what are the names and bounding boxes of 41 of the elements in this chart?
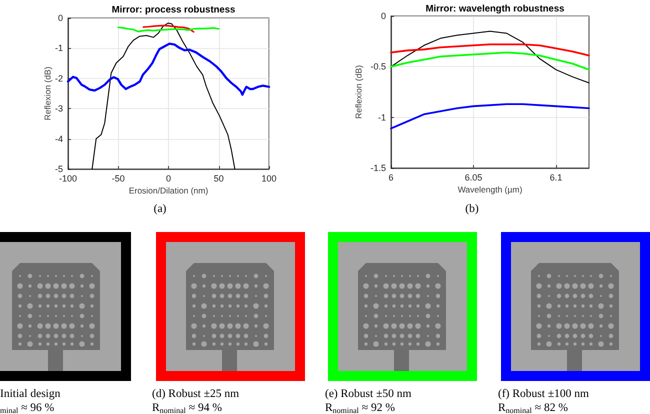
y-tick-label: -5 xyxy=(54,164,63,174)
line-series xyxy=(390,43,590,56)
x-tick-label: 6 xyxy=(388,172,394,182)
line-series xyxy=(390,103,590,130)
y-tick-label: -0.5 xyxy=(370,62,386,72)
y-tick-label: -4 xyxy=(54,134,63,144)
x-axis-title: Wavelength (µm) xyxy=(458,184,522,194)
x-tick-label: 6.05 xyxy=(464,172,482,182)
text: (d) Robust ±25 nm xyxy=(152,387,240,401)
text: R$_{nominal}$ ≈ 92 % xyxy=(325,401,395,414)
y-tick-label: 0 xyxy=(58,13,63,23)
y-tick-label: -1 xyxy=(378,112,386,122)
x-tick-label: 100 xyxy=(261,174,277,184)
text: Initial design xyxy=(0,387,60,401)
text: R$_{nominal}$ ≈ 82 % xyxy=(498,401,568,414)
y-tick-label: 0 xyxy=(380,11,386,21)
line-series xyxy=(390,30,590,84)
text: (b) xyxy=(465,203,479,215)
line-series xyxy=(390,52,590,71)
chart-title: Mirror: wavelength robustness xyxy=(426,4,564,14)
text: (f) Robust ±100 nm xyxy=(498,387,589,401)
text: (e) Robust ±50 nm xyxy=(325,387,412,401)
chart-title: Mirror: process robustness xyxy=(112,4,236,16)
line-series xyxy=(142,24,194,33)
x-tick-label: 50 xyxy=(214,174,224,184)
text: $_{minal}$ ≈ 96 % xyxy=(0,401,54,414)
x-tick-label: 0 xyxy=(166,174,172,184)
line-series xyxy=(92,22,236,170)
text: (a) xyxy=(154,203,167,215)
text: R$_{nominal}$ ≈ 94 % xyxy=(152,401,222,414)
x-tick-label: -50 xyxy=(112,174,125,184)
x-tick-label: 6.1 xyxy=(550,172,562,182)
x-axis-title: Erosion/Dilation (nm) xyxy=(128,186,208,196)
y-axis-title: Reflexion (dB) xyxy=(354,64,364,119)
y-tick-label: -1.5 xyxy=(370,163,386,173)
y-tick-label: -1 xyxy=(54,43,63,54)
y-tick-label: -2 xyxy=(54,73,63,84)
y-axis-title: Reflexion (dB) xyxy=(42,66,52,120)
line-series xyxy=(66,42,270,96)
x-tick-label: -100 xyxy=(58,174,78,184)
y-tick-label: -3 xyxy=(54,104,63,114)
